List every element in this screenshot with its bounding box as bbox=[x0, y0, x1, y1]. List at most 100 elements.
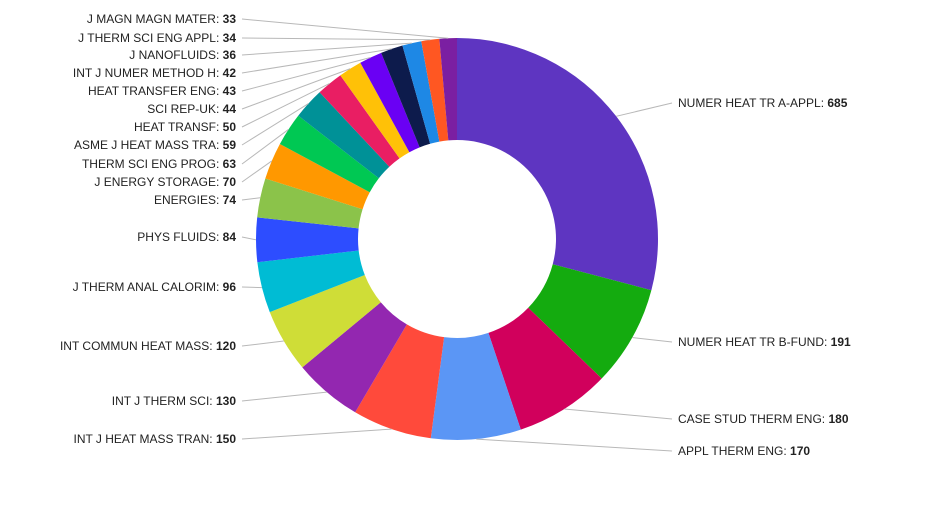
leader-line bbox=[241, 340, 284, 347]
slice-label: INT COMMUN HEAT MASS: 120 bbox=[60, 339, 236, 353]
slice-label-value: 50 bbox=[223, 120, 237, 134]
slice-numer-heat-tr-a-appl bbox=[457, 38, 658, 291]
leader-line bbox=[241, 286, 262, 289]
slice-label-name: PHYS FLUIDS: bbox=[137, 230, 222, 244]
leader-line bbox=[632, 337, 673, 343]
slice-label-name: J THERM SCI ENG APPL: bbox=[78, 31, 222, 45]
slice-label: INT J THERM SCI: 130 bbox=[112, 394, 237, 408]
slice-label: INT J NUMER METHOD H: 42 bbox=[73, 66, 236, 80]
slice-label-name: INT J THERM SCI: bbox=[112, 394, 216, 408]
slice-label-value: 33 bbox=[223, 12, 237, 26]
slice-label-name: HEAT TRANSF: bbox=[134, 120, 223, 134]
slice-numer-heat-tr-b-fund bbox=[528, 264, 652, 379]
leader-line bbox=[241, 42, 412, 56]
slice-label: ASME J HEAT MASS TRA: 59 bbox=[74, 138, 236, 152]
leader-line bbox=[241, 37, 431, 41]
slice-int-commun-heat-mass bbox=[269, 275, 381, 368]
slice-label: HEAT TRANSF: 50 bbox=[134, 120, 236, 134]
leader-line bbox=[241, 428, 392, 440]
slice-label-name: NUMER HEAT TR A-APPL: bbox=[678, 96, 827, 110]
slice-therm-sci-eng-prog bbox=[279, 115, 379, 193]
slice-label-value: 74 bbox=[223, 193, 237, 207]
slice-label-value: 170 bbox=[790, 444, 810, 458]
leader-line bbox=[616, 102, 673, 117]
slice-label-value: 180 bbox=[828, 412, 848, 426]
slice-case-stud-therm-eng bbox=[488, 307, 602, 430]
slice-label-name: ENERGIES: bbox=[154, 193, 223, 207]
slice-label: INT J HEAT MASS TRAN: 150 bbox=[73, 432, 236, 446]
slice-label: J MAGN MAGN MATER: 33 bbox=[87, 12, 236, 26]
labels-group: NUMER HEAT TR A-APPL: 685 NUMER HEAT TR B… bbox=[60, 12, 851, 458]
leader-line bbox=[241, 129, 289, 165]
slice-label-name: NUMER HEAT TR B-FUND: bbox=[678, 335, 831, 349]
slice-label-name: INT J HEAT MASS TRAN: bbox=[73, 432, 215, 446]
slice-label-name: J ENERGY STORAGE: bbox=[94, 175, 222, 189]
slice-label: APPL THERM ENG: 170 bbox=[678, 444, 810, 458]
slice-label-value: 120 bbox=[216, 339, 236, 353]
slice-int-j-therm-sci bbox=[302, 302, 407, 413]
leader-line bbox=[241, 236, 257, 241]
slice-label: ENERGIES: 74 bbox=[154, 193, 236, 207]
leader-line bbox=[241, 160, 273, 183]
slice-sci-rep-uk bbox=[340, 62, 410, 159]
slice-energies bbox=[257, 178, 363, 229]
leader-line bbox=[241, 83, 330, 128]
slice-label: J THERM SCI ENG APPL: 34 bbox=[78, 31, 236, 45]
slice-label-value: 150 bbox=[216, 432, 236, 446]
slice-label-name: ASME J HEAT MASS TRA: bbox=[74, 138, 223, 152]
slice-label-name: APPL THERM ENG: bbox=[678, 444, 790, 458]
slice-label-value: 63 bbox=[223, 157, 237, 171]
slice-label-name: J THERM ANAL CALORIM: bbox=[73, 280, 223, 294]
slice-label: J NANOFLUIDS: 36 bbox=[129, 48, 236, 62]
slice-label-value: 130 bbox=[216, 394, 236, 408]
leader-line bbox=[241, 391, 327, 402]
slice-label: NUMER HEAT TR B-FUND: 191 bbox=[678, 335, 851, 349]
slice-label: J THERM ANAL CALORIM: 96 bbox=[73, 280, 237, 294]
slice-label: PHYS FLUIDS: 84 bbox=[137, 230, 236, 244]
slice-label-value: 44 bbox=[223, 102, 237, 116]
slice-j-energy-storage bbox=[265, 143, 370, 210]
slice-label-name: J MAGN MAGN MATER: bbox=[87, 12, 223, 26]
leader-line bbox=[476, 438, 673, 452]
slice-label-name: INT J NUMER METHOD H: bbox=[73, 66, 223, 80]
slice-label-value: 96 bbox=[223, 280, 237, 294]
slice-label-value: 43 bbox=[223, 84, 237, 98]
slice-label-name: J NANOFLUIDS: bbox=[129, 48, 222, 62]
leader-line bbox=[241, 48, 392, 74]
slice-heat-transf bbox=[319, 75, 400, 167]
slice-label-name: SCI REP-UK: bbox=[147, 102, 222, 116]
slice-heat-transfer-eng bbox=[360, 52, 420, 153]
leader-line bbox=[241, 57, 371, 92]
leader-line bbox=[241, 68, 351, 110]
slice-label-name: HEAT TRANSFER ENG: bbox=[88, 84, 223, 98]
slice-label: J ENERGY STORAGE: 70 bbox=[94, 175, 236, 189]
slice-appl-therm-eng bbox=[430, 332, 521, 440]
slice-int-j-heat-mass-tran bbox=[355, 324, 445, 439]
slice-label-value: 34 bbox=[223, 31, 237, 45]
slice-label-name: INT COMMUN HEAT MASS: bbox=[60, 339, 216, 353]
leader-line bbox=[564, 408, 673, 420]
slice-label-value: 36 bbox=[223, 48, 237, 62]
slice-label-value: 685 bbox=[827, 96, 847, 110]
slice-label: THERM SCI ENG PROG: 63 bbox=[82, 157, 236, 171]
leader-line bbox=[241, 103, 309, 146]
slice-label: SCI REP-UK: 44 bbox=[147, 102, 236, 116]
slice-phys-fluids bbox=[256, 217, 359, 263]
slice-label-name: CASE STUD THERM ENG: bbox=[678, 412, 828, 426]
slice-j-magn-magn-mater bbox=[439, 38, 457, 141]
slice-label-value: 59 bbox=[223, 138, 237, 152]
slices-group bbox=[256, 38, 658, 440]
leader-line bbox=[241, 18, 449, 39]
slice-j-nanofluids bbox=[402, 41, 440, 144]
slice-label-value: 42 bbox=[223, 66, 237, 80]
slice-label-name: THERM SCI ENG PROG: bbox=[82, 157, 223, 171]
leader-lines-group bbox=[241, 18, 673, 452]
slice-int-j-numer-method-h bbox=[381, 45, 431, 148]
leader-line bbox=[241, 197, 261, 201]
slice-label-value: 84 bbox=[223, 230, 237, 244]
slice-asme-j-heat-mass-tra bbox=[298, 92, 390, 179]
slice-label: CASE STUD THERM ENG: 180 bbox=[678, 412, 849, 426]
slice-j-therm-anal-calorim bbox=[257, 250, 365, 313]
slice-label: NUMER HEAT TR A-APPL: 685 bbox=[678, 96, 848, 110]
